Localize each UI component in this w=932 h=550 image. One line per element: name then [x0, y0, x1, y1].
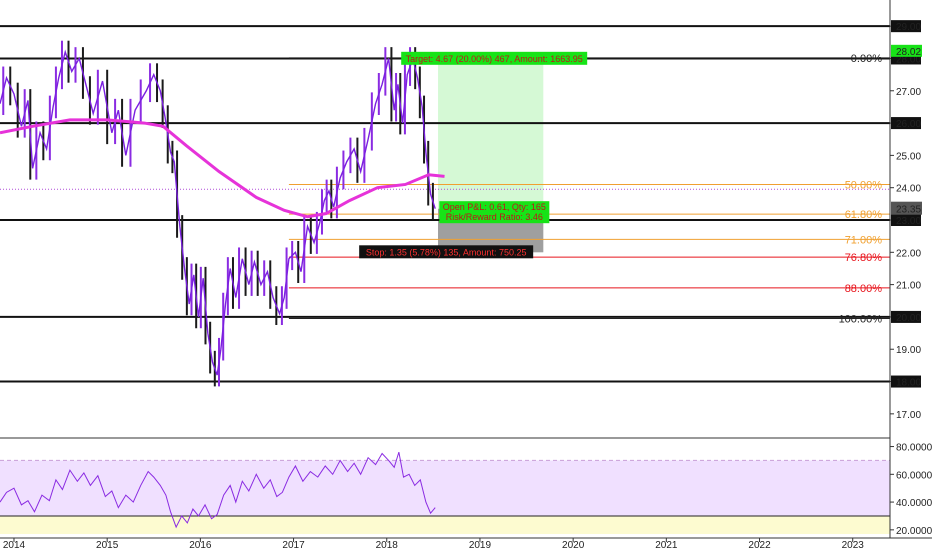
price-tick-label: 18.00: [896, 378, 921, 389]
rsi-band: [0, 460, 890, 516]
price-tick-label: 28.00: [896, 54, 921, 65]
time-tick-label: 2017: [282, 540, 305, 550]
price-tick-label: 23.00: [896, 216, 921, 227]
fib-level-label: 100.00%: [839, 314, 883, 326]
fibonacci-retracement[interactable]: 0.00% 50.00% 61.80% 71.00% 76.80% 88.00% 100.0…: [288, 53, 890, 326]
current-price-label: 23.35: [896, 205, 921, 216]
price-tick-label: 17.00: [896, 410, 921, 421]
time-tick-label: 2021: [655, 540, 678, 550]
fib-level-label: 61.80%: [845, 209, 883, 221]
profit-zone: [438, 57, 544, 209]
time-tick-label: 2015: [96, 540, 119, 550]
target-label: Target: 4.67 (20.00%) 467, Amount: 1663.…: [406, 54, 583, 64]
rsi-tick-label: 80.0000: [896, 443, 932, 454]
price-label-box: [891, 20, 921, 33]
price-tick-label: 22.00: [896, 248, 921, 259]
time-tick-label: 2018: [376, 540, 399, 550]
time-tick-label: 2020: [562, 540, 585, 550]
rsi-pane: 80.0000 60.0000 40.0000 20.0000: [0, 437, 932, 537]
rr-label: Risk/Reward Ratio: 3.46: [446, 212, 543, 222]
price-tick-label: 26.00: [896, 119, 921, 130]
price-tick-label: 20.00: [896, 313, 921, 324]
fib-level-label: 71.00%: [845, 234, 883, 246]
price-tick-label: 29.00: [896, 22, 921, 33]
price-label-box: [891, 310, 921, 323]
time-tick-label: 2016: [189, 540, 212, 550]
sma-line: [0, 118, 445, 219]
stop-label-box: [359, 245, 534, 259]
price-label-box: [891, 214, 921, 226]
price-tick-label: 25.00: [896, 151, 921, 162]
rsi-tick-label: 20.0000: [896, 526, 932, 537]
fib-level-label: 0.00%: [851, 53, 882, 65]
moving-average: [0, 118, 445, 219]
price-tick-label: 24.00: [896, 184, 921, 195]
time-tick-label: 2019: [469, 540, 492, 550]
target-label-box: [401, 51, 588, 65]
time-tick-label: 2014: [3, 540, 26, 550]
fib-level-label: 76.80%: [845, 252, 883, 264]
rsi-tick-label: 40.0000: [896, 498, 932, 509]
price-series: [0, 40, 436, 387]
time-tick-label: 2023: [842, 540, 865, 550]
price-line: [0, 49, 436, 376]
price-tick-label: 21.00: [896, 281, 921, 292]
stop-label: Stop: 1.35 (5.78%) 135, Amount: 750.25: [366, 247, 527, 257]
price-tick-label: 27.00: [896, 87, 921, 98]
target-price-label: 28.02: [896, 47, 921, 58]
pnl-label-box: [439, 201, 550, 224]
fib-level-label: 50.00%: [845, 179, 883, 191]
price-label-box: [891, 375, 921, 388]
rsi-tick-label: 60.0000: [896, 470, 932, 481]
position-labels: Target: 4.67 (20.00%) 467, Amount: 1663.…: [359, 51, 588, 259]
fib-level-label: 88.00%: [845, 283, 883, 295]
rsi-oversold-band: [0, 515, 890, 534]
target-price-box: [891, 44, 922, 57]
rsi-line: [0, 451, 436, 529]
price-tick-label: 19.00: [896, 345, 921, 356]
current-price-box: [891, 201, 922, 215]
price-label-box: [891, 117, 921, 130]
time-tick-label: 2022: [748, 540, 771, 550]
pnl-label: Open P&L: 0.61, Qty: 165: [443, 202, 546, 212]
